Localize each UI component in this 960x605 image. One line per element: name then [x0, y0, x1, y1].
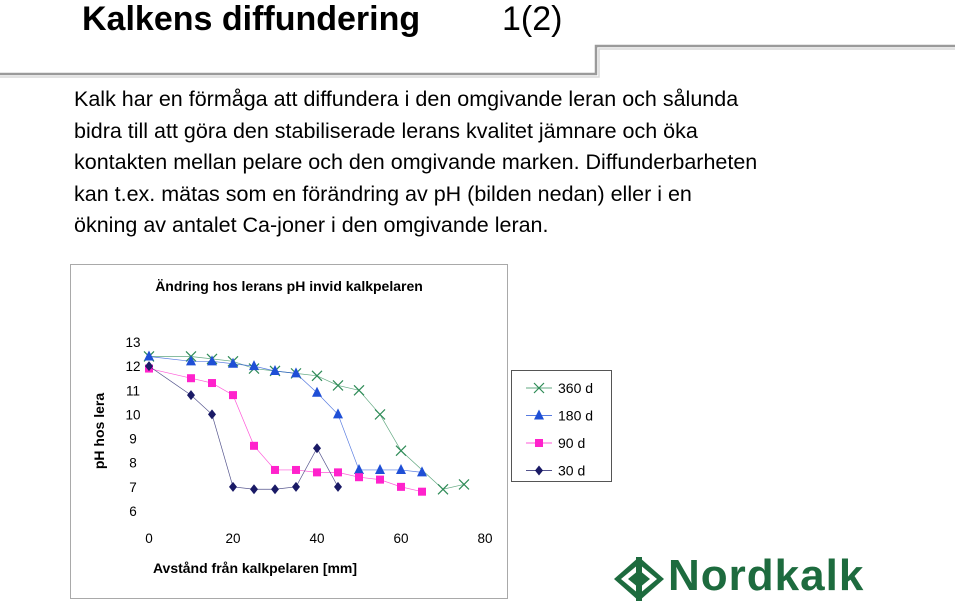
ph-chart: Ändring hos lerans pH invid kalkpelaren … — [91, 278, 493, 576]
legend-item: 30 d — [526, 463, 585, 479]
x-axis-label: Avstånd från kalkpelaren [mm] — [153, 560, 357, 576]
data-point — [208, 379, 216, 388]
series-1 — [144, 350, 427, 477]
data-point — [312, 386, 322, 397]
data-point — [249, 360, 259, 371]
data-point — [535, 465, 543, 476]
y-tick-label: 9 — [129, 432, 137, 447]
data-point — [535, 439, 543, 447]
data-point — [292, 465, 300, 474]
body-line: bidra till att göra den stabiliserade le… — [74, 118, 698, 143]
y-tick-labels: 13 12 11 10 9 8 7 6 — [125, 335, 140, 519]
data-point — [355, 473, 363, 482]
series-2 — [145, 364, 426, 496]
data-point — [207, 355, 217, 366]
y-tick-label: 10 — [125, 407, 140, 422]
logo-text: Nordkalk — [668, 551, 865, 600]
data-point — [313, 468, 321, 477]
x-tick-label: 80 — [477, 531, 492, 546]
data-point — [313, 443, 321, 454]
y-tick-label: 11 — [126, 383, 140, 398]
data-point — [437, 483, 449, 495]
data-point — [334, 481, 342, 492]
y-axis-label: pH hos lera — [91, 393, 107, 469]
data-point — [229, 481, 237, 492]
body-line: ökning av antalet Ca-joner i den omgivan… — [74, 213, 549, 237]
series-line — [148, 365, 339, 490]
header-divider — [0, 44, 955, 78]
data-point — [396, 463, 406, 474]
y-tick-label: 12 — [125, 359, 140, 374]
data-point — [353, 384, 365, 396]
legend-label: 30 d — [558, 463, 585, 479]
data-point — [397, 482, 405, 491]
body-line: kontakten mellan pelare och den omgivand… — [74, 150, 758, 174]
logo-mark-icon — [614, 557, 664, 601]
x-tick-label: 40 — [309, 531, 324, 546]
legend-item: 360 d — [526, 380, 593, 396]
data-point — [145, 361, 153, 372]
data-point — [187, 374, 195, 383]
chart-title: Ändring hos lerans pH invid kalkpelaren — [155, 278, 423, 294]
data-point — [292, 481, 300, 492]
body-line: kan t.ex. mätas som en förändring av pH … — [74, 181, 692, 206]
body-paragraph: Kalk har en förmåga att diffundera i den… — [74, 84, 934, 242]
data-point — [186, 355, 196, 366]
data-point — [458, 479, 470, 490]
data-series — [143, 350, 470, 496]
data-point — [334, 468, 342, 477]
x-tick-label: 0 — [145, 531, 153, 546]
series-line — [149, 356, 465, 490]
data-point — [418, 487, 426, 496]
y-tick-label: 7 — [129, 480, 137, 495]
data-point — [271, 484, 279, 495]
chart-legend: 360 d 180 d 90 d 30 d — [511, 370, 612, 482]
x-tick-labels: 0 20 40 60 80 — [145, 531, 492, 546]
data-point — [417, 466, 427, 477]
data-point — [271, 465, 279, 474]
legend-item: 180 d — [526, 408, 593, 424]
legend-label: 180 d — [558, 408, 593, 424]
series-3 — [145, 361, 342, 495]
data-point — [374, 409, 386, 420]
chart-frame: Ändring hos lerans pH invid kalkpelaren … — [70, 264, 508, 599]
data-point — [229, 391, 237, 400]
y-tick-label: 13 — [125, 335, 140, 350]
data-point — [144, 350, 154, 361]
data-point — [354, 463, 364, 474]
data-point — [332, 380, 344, 391]
data-point — [228, 357, 238, 368]
data-point — [311, 370, 323, 382]
data-point — [208, 409, 216, 420]
page-indicator: 1(2) — [502, 0, 563, 38]
data-point — [250, 441, 258, 450]
y-tick-label: 6 — [129, 504, 137, 519]
legend-label: 90 d — [558, 435, 585, 451]
data-point — [375, 463, 385, 474]
series-line — [148, 356, 423, 473]
data-point — [533, 382, 545, 394]
bullet-dot: . — [72, 250, 79, 275]
y-tick-label: 8 — [129, 456, 137, 471]
data-point — [187, 390, 195, 401]
data-point — [291, 367, 301, 378]
data-point — [376, 475, 384, 484]
x-tick-label: 60 — [393, 531, 408, 546]
data-point — [395, 445, 407, 457]
slide-title: Kalkens diffundering — [82, 0, 421, 38]
data-point — [250, 484, 258, 495]
legend-item: 90 d — [526, 435, 585, 451]
body-line: Kalk har en förmåga att diffundera i den… — [74, 87, 739, 111]
x-tick-label: 20 — [225, 531, 240, 546]
nordkalk-logo: Nordkalk — [612, 551, 957, 605]
data-point — [333, 408, 343, 419]
data-point — [534, 409, 544, 420]
legend-label: 360 d — [558, 380, 593, 396]
data-point — [270, 364, 280, 375]
